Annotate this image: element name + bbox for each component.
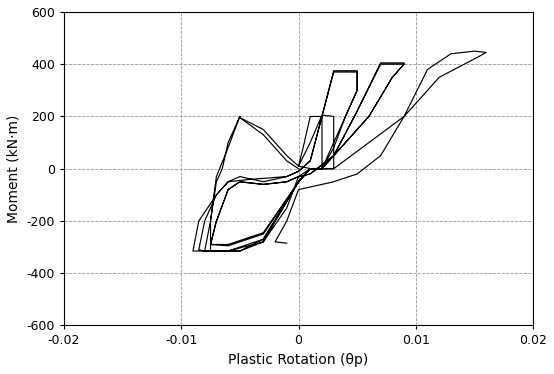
X-axis label: Plastic Rotation (θp): Plastic Rotation (θp)	[228, 353, 368, 367]
Y-axis label: Moment (kN·m): Moment (kN·m)	[7, 114, 21, 223]
